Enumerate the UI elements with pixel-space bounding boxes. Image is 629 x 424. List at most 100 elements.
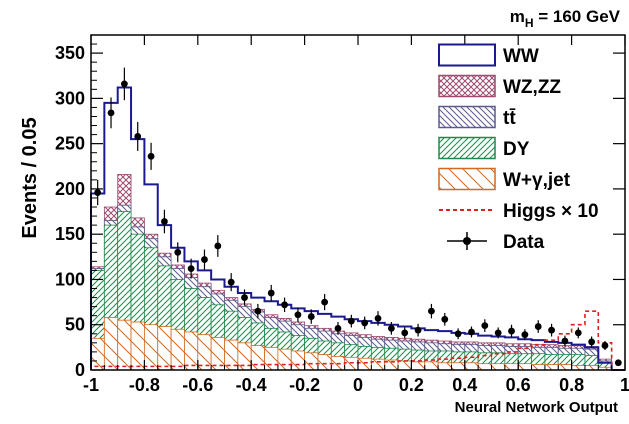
data-point bbox=[614, 359, 622, 367]
data-point bbox=[227, 278, 235, 286]
bin-wjet bbox=[117, 319, 132, 371]
data-point bbox=[468, 328, 475, 336]
data-point bbox=[361, 319, 369, 327]
x-tick-label: 1 bbox=[620, 375, 629, 395]
y-tick-label: 200 bbox=[55, 179, 85, 199]
data-point bbox=[214, 242, 222, 250]
data-point bbox=[134, 133, 142, 140]
legend-entry-2-label: tt̄ bbox=[503, 108, 516, 129]
data-point bbox=[521, 331, 529, 339]
data-point bbox=[588, 338, 596, 346]
legend-entry-3-label: DY bbox=[503, 139, 530, 160]
x-tick-label: 0.4 bbox=[452, 375, 477, 395]
bin-wjet bbox=[304, 352, 319, 371]
x-tick-label: -0.6 bbox=[182, 375, 213, 395]
y-tick-label: 250 bbox=[55, 134, 85, 154]
x-axis-label: Neural Network Output bbox=[455, 399, 618, 416]
data-point bbox=[107, 109, 115, 117]
chart-title: mH = 160 GeV bbox=[510, 7, 621, 30]
data-point bbox=[161, 218, 168, 225]
legend-entry-5-label: Higgs × 10 bbox=[503, 201, 599, 222]
bin-wjet bbox=[504, 363, 519, 371]
bin-wjet bbox=[143, 324, 159, 371]
bin-wjet bbox=[357, 357, 372, 371]
data-point bbox=[267, 289, 275, 297]
data-point bbox=[201, 256, 208, 263]
bin-wjet bbox=[477, 363, 492, 371]
bin-wjet bbox=[277, 348, 292, 371]
bin-wjet bbox=[170, 328, 185, 371]
data-point bbox=[508, 327, 515, 335]
data-point bbox=[120, 80, 128, 88]
x-tick-label: 0.8 bbox=[559, 375, 584, 395]
legend-entry-6-label: Data bbox=[503, 232, 545, 253]
data-point bbox=[321, 298, 329, 306]
y-tick-label: 150 bbox=[55, 224, 85, 244]
legend-entry-6-swatch-dot bbox=[463, 237, 471, 245]
legend-entry-4-label: W+γ,jet bbox=[503, 170, 571, 191]
chart-title-rest: = 160 GeV bbox=[534, 7, 621, 26]
data-point bbox=[534, 323, 542, 330]
bin-wjet bbox=[491, 363, 506, 371]
data-point bbox=[481, 322, 489, 330]
bin-wjet bbox=[410, 361, 426, 371]
bin-wjet bbox=[317, 354, 332, 371]
bin-wjet bbox=[103, 317, 119, 371]
bin-wjet bbox=[157, 326, 172, 371]
bin-wjet bbox=[451, 362, 466, 371]
series-ww bbox=[90, 86, 625, 371]
y-axis-label: Events / 0.05 bbox=[19, 117, 41, 238]
data-point bbox=[428, 307, 435, 315]
legend-entry-3-swatch bbox=[438, 136, 496, 160]
x-tick-label: -1 bbox=[83, 375, 99, 395]
bin-wjet bbox=[424, 361, 439, 371]
bin-wjet bbox=[184, 331, 199, 371]
data-point bbox=[241, 294, 248, 301]
y-tick-label: 100 bbox=[55, 269, 85, 289]
bin-wjet bbox=[370, 358, 386, 371]
bin-wjet bbox=[130, 321, 145, 371]
data-point bbox=[494, 329, 502, 337]
data-point bbox=[294, 311, 302, 319]
data-point bbox=[374, 314, 382, 322]
bin-wjet bbox=[544, 364, 559, 371]
data-point bbox=[601, 342, 609, 349]
bin-wjet bbox=[464, 362, 479, 371]
data-point bbox=[347, 317, 355, 325]
x-tick-label: 0.2 bbox=[399, 375, 424, 395]
chart-title-sub: H bbox=[525, 16, 534, 30]
x-tick-label: -0.2 bbox=[289, 375, 320, 395]
data-point bbox=[548, 326, 555, 334]
y-tick-label: 0 bbox=[75, 360, 85, 380]
data-point bbox=[281, 301, 288, 309]
bin-wjet bbox=[397, 360, 412, 371]
legend-entry-0-label: WW bbox=[503, 46, 539, 67]
bin-wjet bbox=[264, 346, 279, 371]
legend-entry-2-swatch bbox=[438, 105, 496, 129]
x-tick-label: -0.4 bbox=[236, 375, 267, 395]
data-point bbox=[387, 324, 395, 332]
y-tick-label: 300 bbox=[55, 88, 85, 108]
data-point bbox=[307, 313, 315, 320]
data-point bbox=[441, 315, 449, 323]
data-point bbox=[147, 152, 155, 160]
bin-wjet bbox=[531, 364, 546, 371]
bin-wjet bbox=[290, 350, 306, 371]
data-point bbox=[401, 329, 409, 337]
bin-wjet bbox=[557, 364, 573, 371]
x-tick-label: 0 bbox=[353, 375, 363, 395]
bin-wjet bbox=[250, 345, 265, 371]
data-point bbox=[574, 329, 582, 337]
y-tick-label: 350 bbox=[55, 43, 85, 63]
data-point bbox=[454, 330, 462, 338]
x-tick-label: -0.8 bbox=[129, 375, 160, 395]
data-point bbox=[334, 324, 342, 332]
legend-entry-4-swatch bbox=[438, 167, 496, 191]
legend-entry-0-swatch bbox=[438, 43, 496, 67]
legend-entry-1-swatch bbox=[438, 74, 496, 98]
y-tick-label: 50 bbox=[65, 315, 85, 335]
bin-wjet bbox=[437, 362, 452, 371]
data-point bbox=[94, 189, 102, 196]
data-point bbox=[174, 248, 182, 256]
